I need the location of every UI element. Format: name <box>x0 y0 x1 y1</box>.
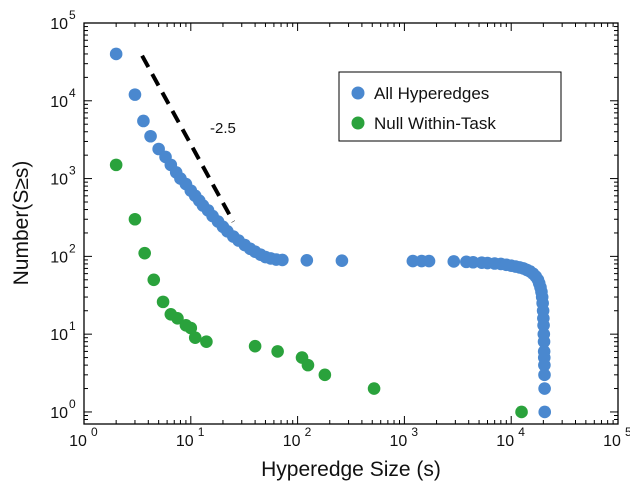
point-null-within-task <box>147 273 161 287</box>
slope-annotation: -2.5 <box>210 120 236 137</box>
y-tick-label: 10 <box>50 249 68 266</box>
x-tick-label: 10 <box>176 433 194 450</box>
point-all-hyperedges <box>422 254 436 268</box>
y-tick-label-exponent: 4 <box>69 86 76 100</box>
x-tick-label: 10 <box>496 433 514 450</box>
x-tick-label: 10 <box>390 433 408 450</box>
point-null-within-task <box>367 382 381 395</box>
data-points <box>109 47 552 419</box>
point-all-hyperedges <box>538 382 551 395</box>
y-tick-label-exponent: 2 <box>69 241 76 255</box>
point-all-hyperedges <box>537 318 550 332</box>
point-all-hyperedges <box>538 405 552 419</box>
point-null-within-task <box>188 331 202 345</box>
point-all-hyperedges <box>538 368 551 382</box>
point-null-within-task <box>301 358 315 372</box>
point-null-within-task <box>271 345 284 358</box>
point-null-within-task <box>138 246 151 260</box>
x-tick-label: 10 <box>283 433 301 450</box>
point-all-hyperedges <box>406 254 420 268</box>
y-tick-label-exponent: 0 <box>69 397 76 411</box>
x-tick-label-exponent: 1 <box>198 425 205 439</box>
point-null-within-task <box>318 368 332 382</box>
y-axis-title: Number(S≥s) <box>10 161 33 286</box>
y-tick-label: 10 <box>50 172 68 189</box>
point-all-hyperedges <box>538 358 551 372</box>
point-all-hyperedges <box>128 88 142 101</box>
point-all-hyperedges <box>300 254 314 267</box>
point-null-within-task <box>515 405 528 419</box>
reference-slope-line <box>140 54 236 223</box>
point-null-within-task <box>184 321 198 335</box>
legend-label-null-within-task: Null Within-Task <box>374 114 496 133</box>
point-all-hyperedges <box>109 47 123 61</box>
legend-box <box>338 71 562 142</box>
point-all-hyperedges <box>335 254 349 267</box>
point-null-within-task <box>109 158 123 172</box>
point-null-within-task <box>156 295 170 309</box>
y-tick-label-exponent: 3 <box>69 164 76 178</box>
y-tick-label: 10 <box>50 16 68 33</box>
y-tick-label: 10 <box>50 327 68 344</box>
y-tick-label-exponent: 1 <box>69 319 76 333</box>
axis-ticks <box>83 22 619 425</box>
point-all-hyperedges <box>447 255 461 268</box>
point-all-hyperedges <box>144 129 157 143</box>
point-all-hyperedges <box>276 253 289 267</box>
point-null-within-task <box>248 339 262 353</box>
point-null-within-task <box>171 311 184 325</box>
point-null-within-task <box>200 335 213 348</box>
x-tick-label: 10 <box>603 433 621 450</box>
legend-marker-null-within-task <box>351 116 365 130</box>
legend-marker-all-hyperedges <box>351 86 365 100</box>
y-tick-label: 10 <box>50 405 68 422</box>
y-tick-label-exponent: 5 <box>69 8 76 22</box>
legend-label-all-hyperedges: All Hyperedges <box>374 84 489 103</box>
x-tick-label-exponent: 0 <box>91 425 98 439</box>
x-tick-label: 10 <box>69 433 87 450</box>
x-axis-title: Hyperedge Size (s) <box>261 458 441 481</box>
legend: All Hyperedges Null Within-Task <box>338 71 562 142</box>
point-null-within-task <box>128 212 142 226</box>
point-all-hyperedges <box>537 335 551 348</box>
x-tick-label-exponent: 2 <box>305 425 312 439</box>
point-all-hyperedges <box>137 114 150 128</box>
x-tick-label-exponent: 4 <box>518 425 525 439</box>
y-tick-label: 10 <box>50 94 68 111</box>
x-tick-label-exponent: 3 <box>411 425 418 439</box>
x-tick-label-exponent: 5 <box>625 425 630 439</box>
reference-line-group <box>140 54 236 223</box>
